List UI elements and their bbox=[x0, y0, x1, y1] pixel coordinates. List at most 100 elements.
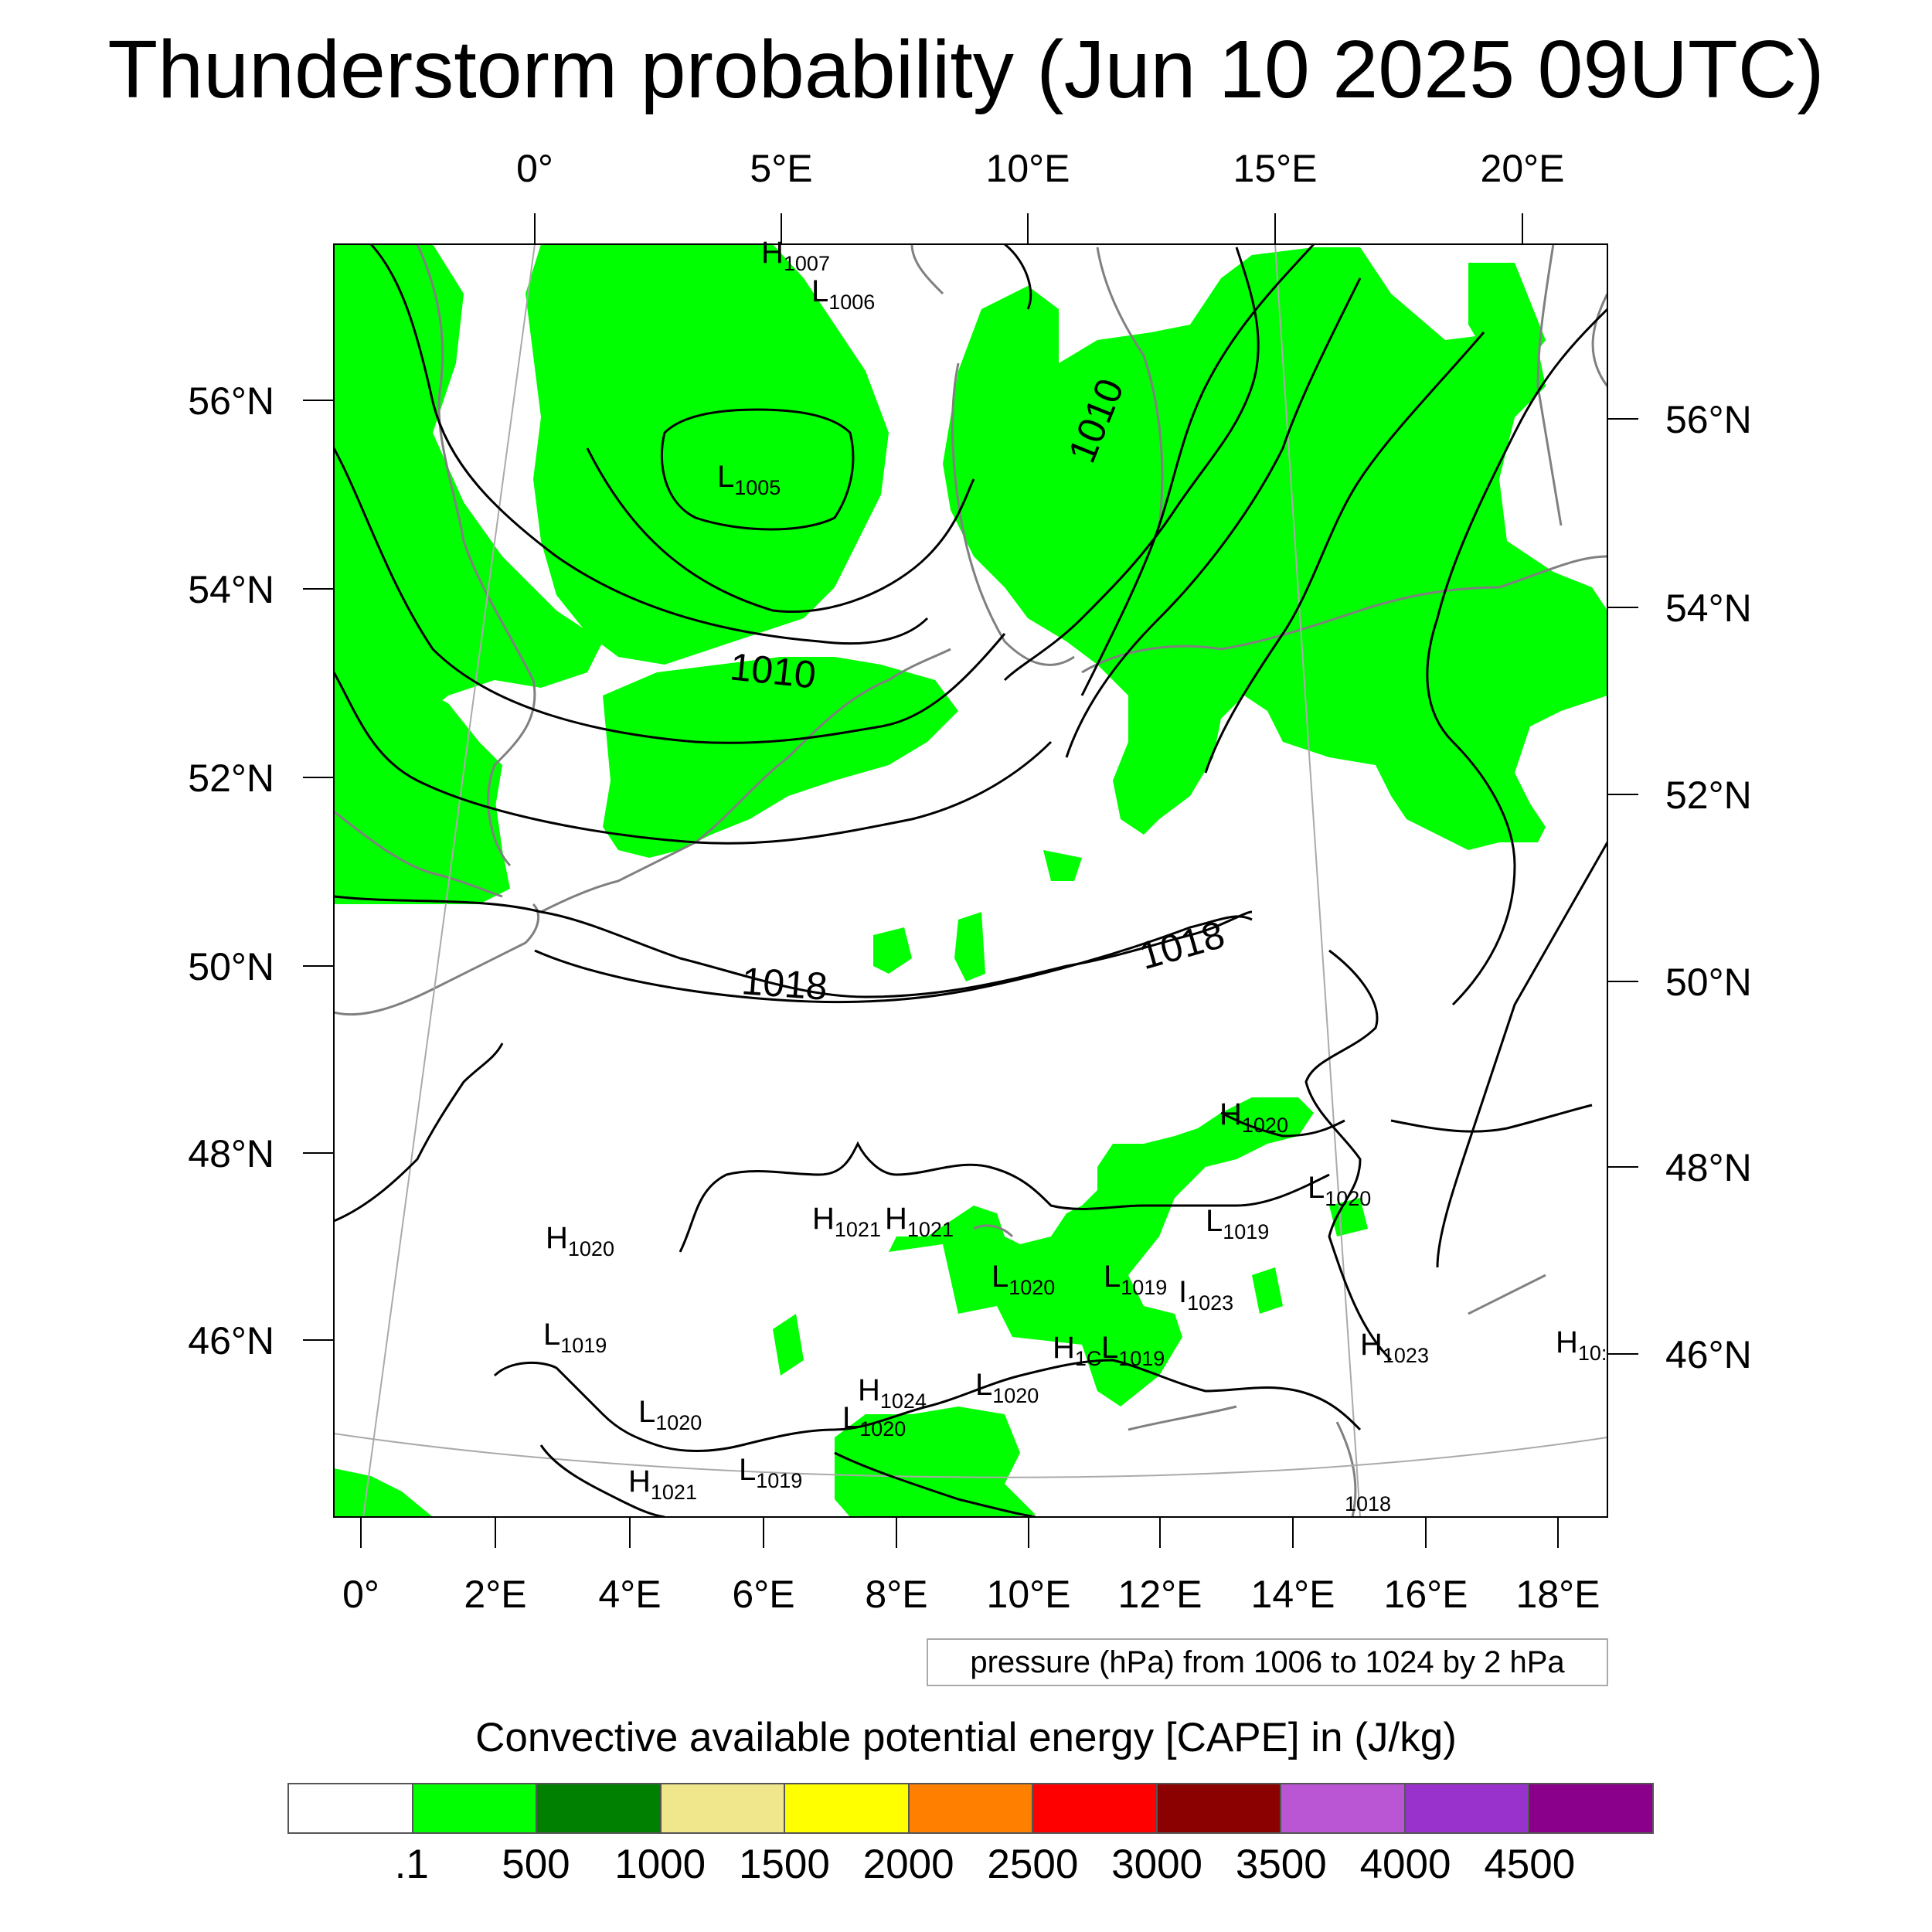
pressure-center-label: L1019 bbox=[1101, 1331, 1165, 1370]
isobar-2 bbox=[334, 447, 1006, 744]
isobar-4 bbox=[334, 895, 1253, 998]
colorbar-label: 2500 bbox=[987, 1842, 1079, 1887]
isobar-label-group: 1010 1010 1018 1018 bbox=[728, 372, 1230, 1009]
axis-ticks bbox=[303, 213, 1638, 1548]
pressure-center-label: H1020 bbox=[546, 1221, 614, 1260]
colorbar-label: 3500 bbox=[1235, 1842, 1327, 1887]
coast-baltic-south bbox=[1081, 555, 1607, 674]
colorbar bbox=[287, 1783, 1654, 1834]
coast-uk-east bbox=[416, 244, 536, 867]
left-axis-label: 46°N bbox=[188, 1319, 274, 1362]
cape-area-west bbox=[334, 244, 603, 773]
cape-area-netherlands bbox=[603, 657, 958, 858]
cape-area-po-valley bbox=[835, 1406, 1036, 1517]
isobar-label: 1010 bbox=[728, 645, 818, 696]
cape-patch-4 bbox=[773, 1314, 804, 1376]
isobar-1018 bbox=[534, 915, 1253, 1004]
isobar-9 bbox=[1426, 308, 1607, 1006]
cape-patch-2 bbox=[954, 912, 985, 981]
right-axis-label: 52°N bbox=[1665, 774, 1752, 817]
coast-italy-north bbox=[1128, 1405, 1237, 1431]
pressure-center-label: L1020 bbox=[992, 1260, 1055, 1299]
cape-area-northsea bbox=[526, 244, 889, 665]
bottom-axis-label: 14°E bbox=[1251, 1573, 1335, 1616]
isobar-1 bbox=[369, 244, 929, 645]
pressure-center-label: L1019 bbox=[1104, 1260, 1167, 1299]
pressure-center-label: H1021 bbox=[885, 1202, 954, 1241]
colorbar-label: 1500 bbox=[738, 1842, 830, 1887]
coast-uk-south bbox=[334, 810, 503, 898]
isobar-8 bbox=[1204, 332, 1485, 774]
top-axis-label: 10°E bbox=[986, 147, 1070, 190]
colorbar-box bbox=[289, 1784, 413, 1832]
isobar-16 bbox=[1220, 1111, 1345, 1138]
pressure-center-label: H1C bbox=[1053, 1331, 1101, 1370]
isobar-7 bbox=[1065, 277, 1362, 758]
colorbar-box bbox=[413, 1784, 538, 1832]
map-frame bbox=[333, 243, 1608, 1518]
bottom-axis-label: 6°E bbox=[732, 1573, 794, 1616]
isobar-12 bbox=[334, 1043, 504, 1223]
isobar-1010-a bbox=[586, 447, 975, 614]
meridian-0 bbox=[362, 244, 536, 1517]
cape-area-baltic-east bbox=[1468, 263, 1546, 371]
bottom-axis-label: 18°E bbox=[1516, 1573, 1600, 1616]
left-axis-label: 54°N bbox=[188, 568, 274, 611]
pressure-center-label: 1018 bbox=[1345, 1492, 1391, 1515]
left-axis-label: 56°N bbox=[188, 379, 274, 423]
isobar-1010-b bbox=[1080, 244, 1315, 696]
right-axis-label: 46°N bbox=[1665, 1333, 1752, 1376]
colorbar-box bbox=[1529, 1784, 1653, 1832]
coast-channel bbox=[334, 903, 540, 1016]
pressure-center-label: L1020 bbox=[1308, 1171, 1371, 1210]
top-axis-label: 0° bbox=[516, 147, 553, 190]
top-axis-labels: 0° 5°E 10°E 15°E 20°E bbox=[516, 147, 1564, 190]
coast-north-east bbox=[1591, 293, 1607, 387]
cape-area-alps bbox=[889, 1097, 1314, 1406]
right-axis-label: 50°N bbox=[1665, 961, 1752, 1004]
isobar-14 bbox=[834, 1451, 1036, 1517]
bottom-axis-label: 4°E bbox=[598, 1573, 661, 1616]
right-axis-label: 56°N bbox=[1665, 398, 1752, 441]
isobar-6 bbox=[1003, 247, 1260, 682]
colorbar-box bbox=[1033, 1784, 1158, 1832]
cape-area-uk-south bbox=[334, 680, 510, 904]
graticule bbox=[334, 244, 1607, 1517]
top-axis-label: 20°E bbox=[1481, 147, 1565, 190]
colorbar-label: 500 bbox=[502, 1842, 570, 1887]
isobar-11 bbox=[1304, 949, 1393, 1362]
right-axis-label: 48°N bbox=[1665, 1146, 1752, 1189]
pressure-center-label: H1021 bbox=[628, 1464, 697, 1504]
isobar-label: 1018 bbox=[740, 959, 829, 1009]
bottom-axis-label: 10°E bbox=[987, 1573, 1071, 1616]
colorbar-label: .1 bbox=[394, 1842, 429, 1887]
pressure-center-label: L1019 bbox=[739, 1453, 802, 1492]
pressure-center-label: L1005 bbox=[717, 460, 781, 499]
coast-denmark bbox=[951, 362, 1075, 666]
colorbar-box bbox=[1157, 1784, 1282, 1832]
cape-patch-1 bbox=[873, 927, 912, 974]
pressure-center-label: H10: bbox=[1556, 1325, 1607, 1365]
coast-baltic-east bbox=[1536, 244, 1563, 526]
isobar-13 bbox=[539, 1444, 665, 1517]
colorbar-box bbox=[1405, 1784, 1530, 1832]
pressure-center-label: H1021 bbox=[812, 1202, 881, 1241]
pressure-center-label: L1020 bbox=[842, 1401, 906, 1440]
pressure-center-label: H1024 bbox=[858, 1373, 927, 1413]
contour-info-box: pressure (hPa) from 1006 to 1024 by 2 hP… bbox=[927, 1638, 1608, 1686]
cape-shading bbox=[334, 244, 1607, 1517]
cape-patch-5 bbox=[1252, 1267, 1283, 1314]
pressure-center-label: L1020 bbox=[975, 1368, 1039, 1407]
coast-sweden bbox=[1096, 247, 1164, 526]
colorbar-label: 2000 bbox=[862, 1842, 954, 1887]
isobar-10 bbox=[1436, 842, 1607, 1268]
colorbar-box bbox=[1281, 1784, 1406, 1832]
meridian-15e bbox=[1274, 244, 1361, 1517]
map-content bbox=[334, 244, 1607, 1517]
pressure-center-label: L1020 bbox=[638, 1395, 702, 1434]
colorbar-label: 4500 bbox=[1484, 1842, 1576, 1887]
bottom-axis-label: 16°E bbox=[1384, 1573, 1468, 1616]
coast-adriatic bbox=[1335, 1421, 1357, 1517]
